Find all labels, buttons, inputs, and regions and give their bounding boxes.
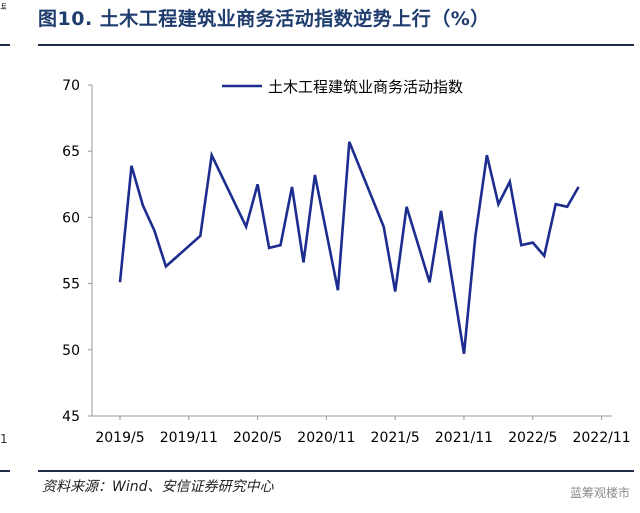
title-rule (38, 44, 634, 46)
x-tick-label: 2022/11 (572, 430, 630, 446)
y-tick-label: 50 (62, 343, 80, 359)
x-tick-label: 2019/5 (95, 430, 144, 446)
cropped-rule-top (0, 44, 10, 46)
legend-label: 土木工程建筑业商务活动指数 (268, 78, 463, 96)
watermark: 蓝筹观楼市 (569, 486, 630, 500)
series-layer (118, 141, 580, 355)
x-tick-label: 2020/5 (233, 430, 282, 446)
cropped-text-fragment-top: 是 (0, 0, 6, 10)
cropped-text-fragment-bottom: 1 (0, 432, 8, 446)
x-tick-label: 2020/11 (297, 430, 355, 446)
y-tick-label: 60 (62, 210, 80, 226)
x-tick-label: 2022/5 (508, 430, 557, 446)
series-line (118, 141, 580, 355)
chart-axes (91, 85, 612, 417)
x-tick-label: 2021/5 (371, 430, 420, 446)
x-axis-ticks: 2019/5 2019/11 2020/5 2020/11 2021/5 2021/11 2… (95, 416, 631, 446)
source-note: 资料来源：Wind、安信证券研究中心 (42, 479, 274, 495)
legend: 土木工程建筑业商务活动指数 (222, 78, 463, 96)
x-tick-label: 2019/11 (160, 430, 218, 446)
footer-rule (38, 470, 634, 472)
cropped-rule-bottom (0, 470, 10, 472)
y-tick-label: 55 (62, 277, 80, 293)
x-tick-label: 2021/11 (435, 430, 493, 446)
figure-title: 图10. 土木工程建筑业商务活动指数逆势上行（%） (38, 8, 490, 30)
y-tick-label: 45 (62, 409, 80, 425)
y-tick-label: 65 (62, 144, 80, 160)
y-axis-ticks: 45 50 55 60 65 70 (62, 78, 92, 425)
y-tick-label: 70 (62, 78, 80, 94)
